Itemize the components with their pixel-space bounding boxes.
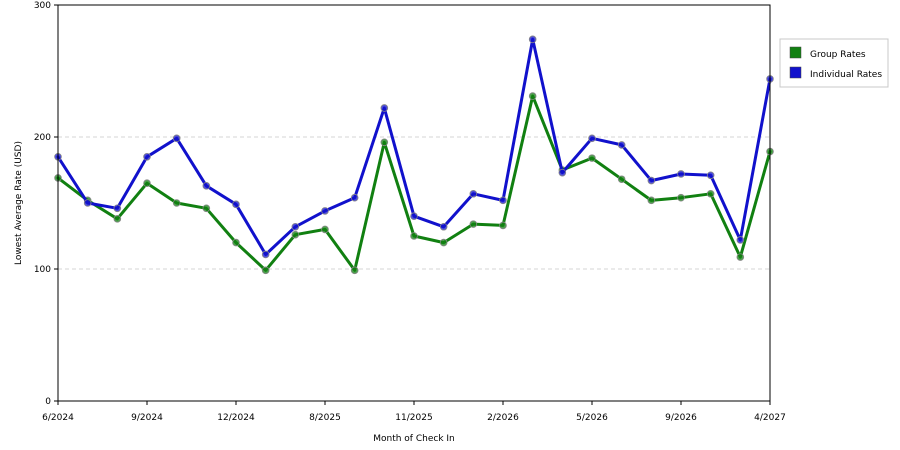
data-point-group-rates bbox=[499, 221, 507, 230]
x-tick-label: 4/2027 bbox=[754, 413, 786, 423]
data-point-individual-rates bbox=[202, 182, 211, 190]
data-point-group-rates bbox=[143, 179, 151, 188]
x-tick-label: 12/2024 bbox=[217, 413, 255, 423]
data-point-individual-rates bbox=[291, 222, 300, 231]
data-point-group-rates bbox=[617, 175, 626, 184]
x-tick-label: 2/2026 bbox=[487, 413, 519, 423]
data-point-individual-rates bbox=[350, 193, 359, 202]
data-point-group-rates bbox=[232, 238, 240, 247]
data-point-group-rates bbox=[291, 230, 300, 239]
data-point-individual-rates bbox=[528, 35, 537, 44]
x-tick-label: 6/2024 bbox=[42, 413, 74, 423]
data-point-group-rates bbox=[380, 138, 389, 147]
series-line-individual-rates bbox=[56, 37, 772, 256]
data-point-individual-rates bbox=[113, 204, 122, 213]
data-point-individual-rates bbox=[617, 141, 626, 149]
data-point-group-rates bbox=[528, 92, 537, 100]
data-point-group-rates bbox=[706, 189, 715, 198]
data-point-group-rates bbox=[202, 204, 211, 213]
data-point-individual-rates bbox=[380, 104, 389, 112]
data-point-individual-rates bbox=[83, 199, 92, 207]
data-point-individual-rates bbox=[410, 212, 418, 221]
data-point-individual-rates bbox=[558, 168, 567, 177]
data-point-group-rates bbox=[588, 154, 596, 162]
data-point-group-rates bbox=[439, 238, 448, 247]
x-axis-title: Month of Check In bbox=[373, 434, 455, 444]
plot-frame bbox=[57, 4, 771, 402]
data-point-group-rates bbox=[469, 220, 478, 228]
y-tick-label: 200 bbox=[34, 133, 51, 143]
y-tick-label: 0 bbox=[45, 397, 51, 407]
data-point-group-rates bbox=[172, 199, 181, 207]
data-point-group-rates bbox=[677, 193, 685, 202]
data-point-individual-rates bbox=[172, 134, 181, 143]
y-axis-title: Lowest Average Rate (USD) bbox=[14, 141, 24, 265]
series-line-group-rates bbox=[56, 94, 772, 272]
data-point-individual-rates bbox=[647, 176, 656, 185]
data-point-individual-rates bbox=[439, 222, 448, 231]
grid bbox=[58, 136, 770, 270]
x-tick-label: 11/2025 bbox=[395, 413, 432, 423]
data-point-individual-rates bbox=[706, 171, 715, 180]
data-point-individual-rates bbox=[736, 236, 745, 244]
legend-label-individual-rates: Individual Rates bbox=[810, 70, 882, 80]
data-point-individual-rates bbox=[469, 189, 478, 198]
data-point-individual-rates bbox=[588, 134, 596, 143]
legend-label-group-rates: Group Rates bbox=[810, 50, 866, 60]
legend: Group Rates Individual Rates bbox=[779, 38, 889, 88]
x-tick-label: 9/2024 bbox=[131, 413, 163, 423]
data-point-group-rates bbox=[113, 215, 122, 223]
data-point-individual-rates bbox=[677, 170, 685, 178]
data-point-individual-rates bbox=[143, 153, 151, 161]
legend-swatch-individual-rates bbox=[789, 66, 802, 79]
y-tick-label: 100 bbox=[34, 265, 51, 275]
series-individual-rates bbox=[54, 35, 774, 259]
data-point-group-rates bbox=[321, 225, 329, 234]
data-point-group-rates bbox=[410, 232, 418, 240]
data-point-individual-rates bbox=[261, 250, 270, 259]
data-point-group-rates bbox=[647, 196, 656, 205]
data-point-group-rates bbox=[350, 266, 359, 275]
data-point-group-rates bbox=[736, 253, 745, 261]
legend-swatch-group-rates bbox=[789, 46, 802, 59]
y-tick-label: 300 bbox=[34, 1, 51, 11]
data-point-group-rates bbox=[261, 266, 270, 275]
series-layer bbox=[54, 35, 774, 275]
x-tick-label: 5/2026 bbox=[576, 413, 608, 423]
series-group-rates bbox=[54, 92, 774, 275]
data-point-individual-rates bbox=[321, 207, 329, 215]
x-tick-label: 9/2026 bbox=[665, 413, 697, 423]
data-point-individual-rates bbox=[499, 196, 507, 205]
x-tick-label: 8/2025 bbox=[309, 413, 341, 423]
data-point-individual-rates bbox=[232, 200, 240, 209]
axes: 0 100 200 300 6/2024 9/2024 12/2024 8/2025 11/20… bbox=[34, 1, 786, 423]
